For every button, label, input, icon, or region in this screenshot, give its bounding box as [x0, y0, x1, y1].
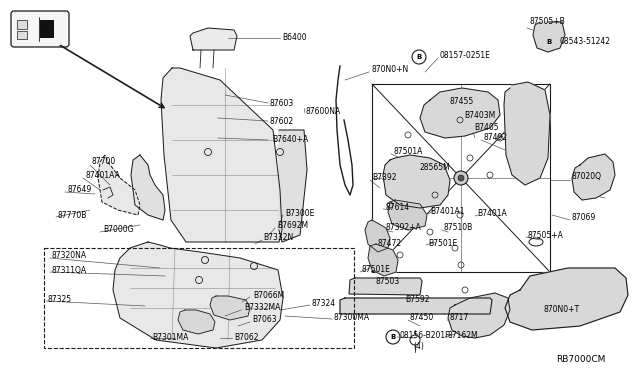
Text: 87603: 87603 [270, 99, 294, 108]
Polygon shape [113, 242, 283, 348]
Circle shape [458, 175, 464, 181]
Text: B7332MA: B7332MA [244, 304, 280, 312]
Text: B7405: B7405 [474, 122, 499, 131]
Bar [44, 248, 354, 348]
Text: B7332N: B7332N [263, 234, 293, 243]
Text: B7692M: B7692M [277, 221, 308, 231]
Text: 87505+B: 87505+B [530, 17, 566, 26]
Polygon shape [504, 82, 550, 185]
Text: B7062: B7062 [234, 333, 259, 341]
Text: (4): (4) [413, 343, 424, 352]
Text: B7063: B7063 [252, 315, 276, 324]
Text: 87503: 87503 [375, 278, 399, 286]
Polygon shape [190, 28, 237, 50]
Text: 28565M: 28565M [420, 164, 451, 173]
Bar [17, 20, 27, 29]
Text: RB7000CM: RB7000CM [556, 356, 605, 365]
Polygon shape [505, 268, 628, 330]
Text: 87300MA: 87300MA [334, 312, 370, 321]
Text: 87501A: 87501A [393, 148, 422, 157]
Text: 870N0+T: 870N0+T [543, 305, 579, 314]
Circle shape [454, 171, 468, 185]
Text: 87450: 87450 [410, 314, 435, 323]
Text: 87602: 87602 [270, 116, 294, 125]
Text: 08157-0251E: 08157-0251E [439, 51, 490, 61]
Text: B7066M: B7066M [253, 291, 284, 299]
Text: B: B [547, 39, 552, 45]
Text: 87320NA: 87320NA [52, 251, 87, 260]
Bar [17, 31, 27, 39]
Text: 870N0+N: 870N0+N [371, 65, 408, 74]
Text: 87472: 87472 [377, 238, 401, 247]
Text: 87770B: 87770B [58, 211, 88, 219]
Polygon shape [572, 154, 615, 200]
Text: B7640+A: B7640+A [272, 135, 308, 144]
Text: 87324: 87324 [312, 298, 336, 308]
Text: B6400: B6400 [282, 33, 307, 42]
Text: 08543-51242: 08543-51242 [560, 38, 611, 46]
Text: B7403M: B7403M [464, 112, 495, 121]
Text: 87649: 87649 [67, 186, 92, 195]
Text: 87325: 87325 [48, 295, 72, 304]
Polygon shape [98, 155, 140, 215]
Polygon shape [349, 278, 422, 295]
Text: B7300E: B7300E [285, 208, 314, 218]
Text: 87455: 87455 [450, 97, 474, 106]
Text: B7301MA: B7301MA [152, 333, 188, 341]
Text: 87614: 87614 [385, 202, 409, 212]
Text: B: B [390, 334, 396, 340]
Text: 87069: 87069 [572, 214, 596, 222]
Text: B: B [417, 54, 422, 60]
FancyBboxPatch shape [11, 11, 69, 47]
Text: 87020Q: 87020Q [572, 173, 602, 182]
Bar [372, 84, 550, 272]
Text: 87392+A: 87392+A [385, 224, 420, 232]
Bar [40, 20, 54, 38]
Polygon shape [365, 220, 390, 252]
Polygon shape [533, 22, 565, 52]
Polygon shape [448, 293, 510, 338]
Polygon shape [131, 155, 165, 220]
Text: B7401A: B7401A [477, 209, 507, 218]
Polygon shape [420, 88, 500, 138]
Text: B7392: B7392 [372, 173, 397, 183]
Text: 87700: 87700 [92, 157, 116, 167]
Polygon shape [383, 155, 450, 208]
Text: B7000G: B7000G [103, 225, 134, 234]
Polygon shape [388, 200, 427, 230]
Text: 87311QA: 87311QA [52, 266, 87, 275]
Text: 08156-B201F: 08156-B201F [399, 331, 449, 340]
Text: B7401A1: B7401A1 [430, 208, 465, 217]
Polygon shape [210, 296, 250, 320]
Text: 87401AA: 87401AA [85, 170, 120, 180]
Text: 87492: 87492 [483, 134, 507, 142]
Text: 87162M: 87162M [447, 331, 477, 340]
Text: B7501E: B7501E [428, 238, 457, 247]
Polygon shape [178, 310, 215, 334]
Text: 87505+A: 87505+A [528, 231, 564, 240]
Text: 87510B: 87510B [444, 224, 473, 232]
Text: 87600NA: 87600NA [306, 108, 341, 116]
Polygon shape [368, 244, 398, 276]
Polygon shape [340, 298, 492, 314]
Polygon shape [279, 130, 307, 242]
Text: B7592: B7592 [405, 295, 429, 304]
Text: 87501E: 87501E [362, 266, 391, 275]
Polygon shape [161, 68, 282, 242]
Text: 8717: 8717 [449, 314, 468, 323]
